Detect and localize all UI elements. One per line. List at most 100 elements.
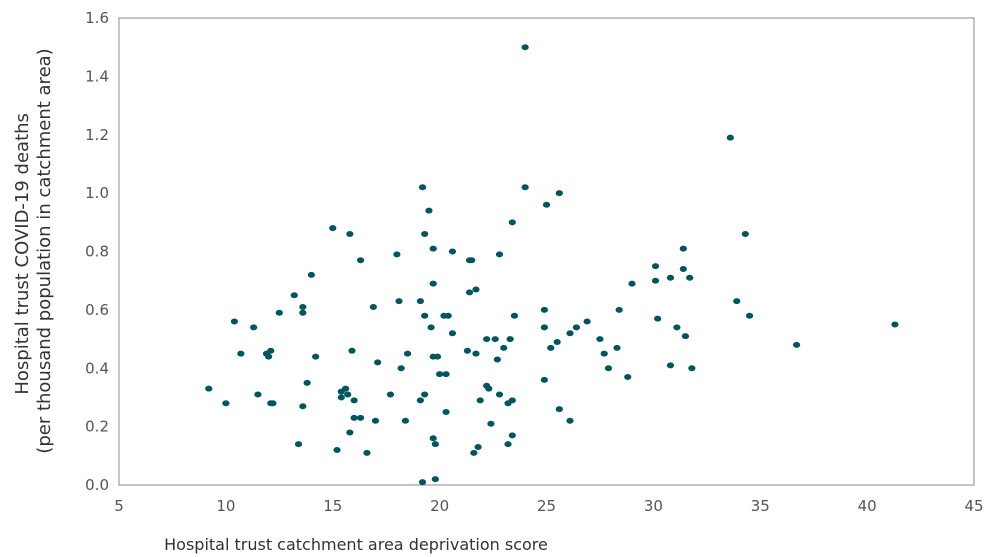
- data-point: [485, 385, 493, 392]
- data-point: [596, 336, 604, 343]
- data-point: [299, 309, 307, 316]
- data-point: [346, 429, 354, 436]
- y-tick-label: 0.6: [85, 301, 109, 319]
- data-point: [222, 400, 230, 407]
- data-point: [472, 350, 480, 357]
- data-point: [444, 312, 452, 319]
- data-point: [666, 274, 675, 281]
- data-point: [418, 184, 427, 191]
- data-point: [686, 274, 694, 281]
- data-point: [476, 397, 484, 404]
- data-point: [604, 365, 613, 372]
- data-point: [269, 400, 277, 407]
- data-point: [416, 298, 424, 305]
- data-point: [688, 365, 696, 372]
- data-point: [303, 379, 311, 386]
- data-point: [395, 298, 403, 305]
- data-point: [230, 318, 239, 325]
- data-point: [542, 201, 551, 208]
- data-point: [341, 385, 350, 392]
- data-point: [547, 344, 555, 351]
- data-point: [654, 315, 662, 322]
- data-point: [508, 219, 516, 226]
- data-point: [401, 417, 410, 424]
- data-point: [679, 245, 687, 252]
- data-point: [436, 371, 444, 378]
- data-point: [416, 397, 424, 404]
- x-tick-label: 25: [537, 497, 556, 515]
- data-point: [500, 344, 508, 351]
- data-point: [312, 353, 320, 360]
- data-point: [429, 245, 437, 252]
- data-point: [356, 257, 365, 264]
- data-point: [651, 277, 660, 284]
- data-point: [726, 134, 734, 141]
- data-point: [421, 391, 429, 398]
- data-point: [348, 347, 356, 354]
- plot-area-border: [118, 17, 975, 486]
- x-tick-label: 45: [964, 497, 983, 515]
- data-point: [666, 362, 675, 369]
- data-point: [741, 230, 749, 237]
- data-points: [205, 44, 899, 486]
- data-point: [374, 359, 382, 366]
- data-point: [290, 292, 298, 299]
- data-point: [521, 184, 529, 191]
- data-point: [237, 350, 245, 357]
- data-point: [267, 347, 275, 354]
- data-point: [566, 330, 574, 337]
- data-point: [431, 476, 439, 483]
- data-point: [470, 449, 478, 456]
- data-point: [628, 280, 636, 287]
- data-point: [468, 257, 476, 264]
- data-point: [508, 397, 516, 404]
- x-tick-label: 5: [114, 497, 124, 515]
- data-point: [506, 336, 514, 343]
- data-point: [495, 391, 504, 398]
- data-point: [254, 391, 262, 398]
- data-point: [613, 344, 621, 351]
- data-point: [393, 251, 401, 258]
- data-point: [508, 432, 516, 439]
- y-tick-label: 1.0: [85, 184, 109, 202]
- y-axis-title-line-1: Hospital trust COVID-19 deaths: [12, 113, 33, 395]
- x-tick-label: 30: [644, 497, 663, 515]
- data-point: [540, 376, 548, 383]
- data-point: [474, 444, 482, 451]
- y-tick-label: 1.2: [85, 126, 109, 144]
- y-tick-label: 1.6: [85, 9, 109, 27]
- x-tick-label: 15: [323, 497, 342, 515]
- data-point: [615, 306, 623, 313]
- x-axis-ticks: 5 10 15 20 25 30 35 40 45: [114, 497, 983, 515]
- data-point: [463, 347, 472, 354]
- data-point: [510, 312, 519, 319]
- data-point: [421, 230, 429, 237]
- data-point: [679, 266, 687, 273]
- data-point: [205, 385, 213, 392]
- data-point: [553, 338, 561, 345]
- data-point: [431, 441, 439, 448]
- data-point: [448, 330, 457, 337]
- data-point: [427, 324, 435, 331]
- data-point: [472, 286, 480, 293]
- data-point: [733, 298, 741, 305]
- data-point: [504, 441, 512, 448]
- data-point: [429, 435, 437, 442]
- data-point: [337, 394, 345, 401]
- data-point: [521, 44, 529, 51]
- data-point: [350, 397, 358, 404]
- data-point: [572, 324, 581, 331]
- data-point: [425, 207, 433, 214]
- y-tick-label: 1.4: [85, 67, 109, 85]
- data-point: [371, 417, 380, 424]
- data-point: [555, 190, 563, 197]
- data-point: [745, 312, 754, 319]
- x-axis-title: Hospital trust catchment area deprivatio…: [164, 535, 548, 554]
- data-point: [792, 341, 801, 348]
- data-point: [250, 324, 258, 331]
- data-point: [299, 303, 307, 310]
- x-tick-label: 35: [751, 497, 770, 515]
- data-point: [483, 336, 491, 343]
- y-axis-title: Hospital trust COVID-19 deaths (per thou…: [12, 48, 55, 453]
- y-axis-ticks: 0.0 0.2 0.4 0.6 0.8 1.0 1.2 1.4 1.6: [85, 9, 109, 494]
